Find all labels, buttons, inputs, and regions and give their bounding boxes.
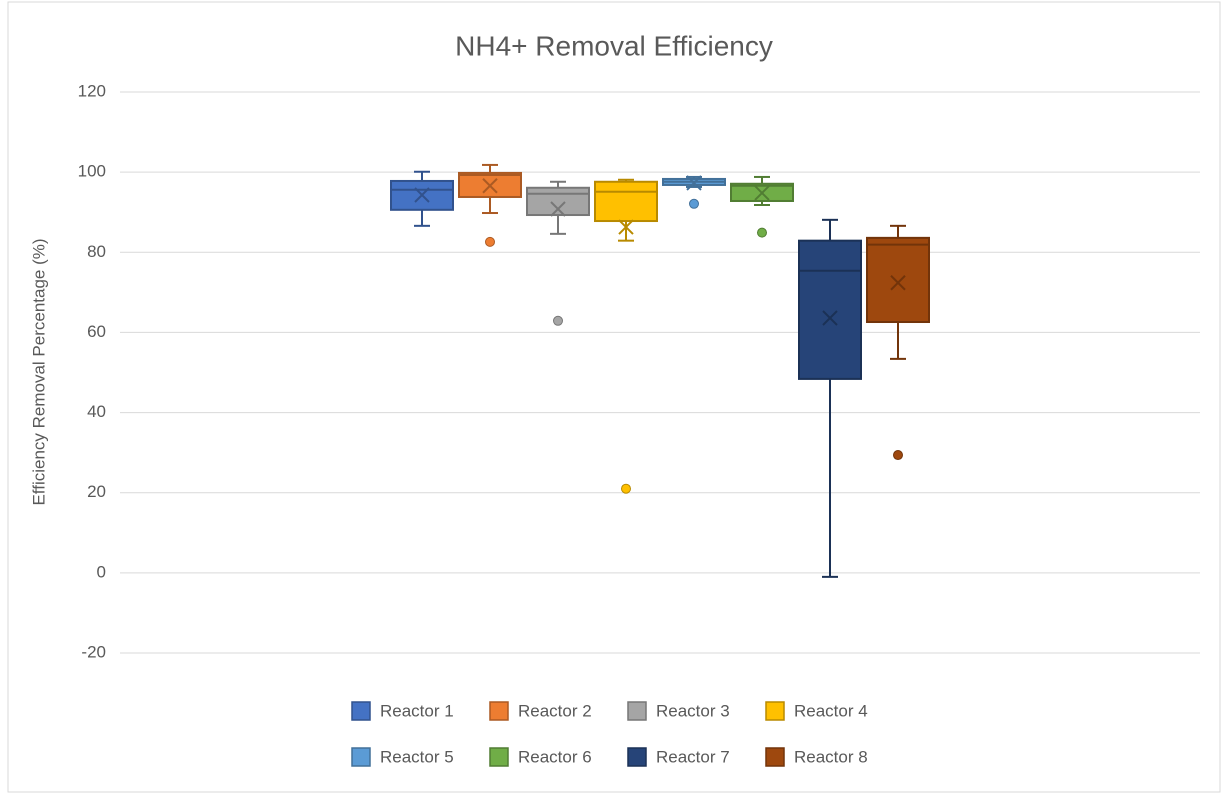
- legend-label: Reactor 8: [794, 747, 868, 766]
- legend-swatch: [351, 701, 371, 721]
- mean-marker: [686, 175, 702, 191]
- mean-marker: [618, 219, 634, 235]
- y-tick-label: 120: [78, 81, 106, 100]
- y-tick-label: 80: [87, 242, 106, 261]
- y-tick-label: 60: [87, 322, 106, 341]
- outlier: [553, 315, 563, 326]
- legend-label: Reactor 2: [518, 701, 592, 720]
- legend-label: Reactor 4: [794, 701, 868, 720]
- outlier: [621, 483, 631, 494]
- mean-marker: [414, 187, 430, 203]
- mean-marker: [550, 201, 566, 217]
- box: [798, 239, 862, 380]
- outlier: [757, 227, 767, 238]
- legend-label: Reactor 6: [518, 747, 592, 766]
- box: [526, 186, 590, 217]
- legend-swatch: [351, 747, 371, 767]
- mean-marker: [890, 275, 906, 291]
- legend-label: Reactor 3: [656, 701, 730, 720]
- y-tick-label: 20: [87, 482, 106, 501]
- y-tick-label: 100: [78, 162, 106, 181]
- outlier: [689, 198, 699, 209]
- legend-swatch: [765, 747, 785, 767]
- y-tick-label: 0: [97, 562, 106, 581]
- chart-border: [7, 1, 1221, 793]
- chart-title: NH4+ Removal Efficiency: [455, 30, 773, 61]
- legend-swatch: [627, 701, 647, 721]
- mean-marker: [754, 185, 770, 201]
- legend-swatch: [489, 701, 509, 721]
- box: [866, 236, 930, 324]
- legend-label: Reactor 7: [656, 747, 730, 766]
- mean-marker: [482, 178, 498, 194]
- y-tick-label: -20: [81, 642, 106, 661]
- outlier: [893, 450, 903, 461]
- legend-label: Reactor 1: [380, 701, 454, 720]
- y-axis-label: Efficiency Removal Percentage (%): [29, 238, 48, 505]
- y-tick-label: 40: [87, 402, 106, 421]
- legend-swatch: [489, 747, 509, 767]
- legend-swatch: [627, 747, 647, 767]
- mean-marker: [822, 310, 838, 326]
- legend-label: Reactor 5: [380, 747, 454, 766]
- outlier: [485, 236, 495, 247]
- box: [594, 180, 658, 223]
- legend-swatch: [765, 701, 785, 721]
